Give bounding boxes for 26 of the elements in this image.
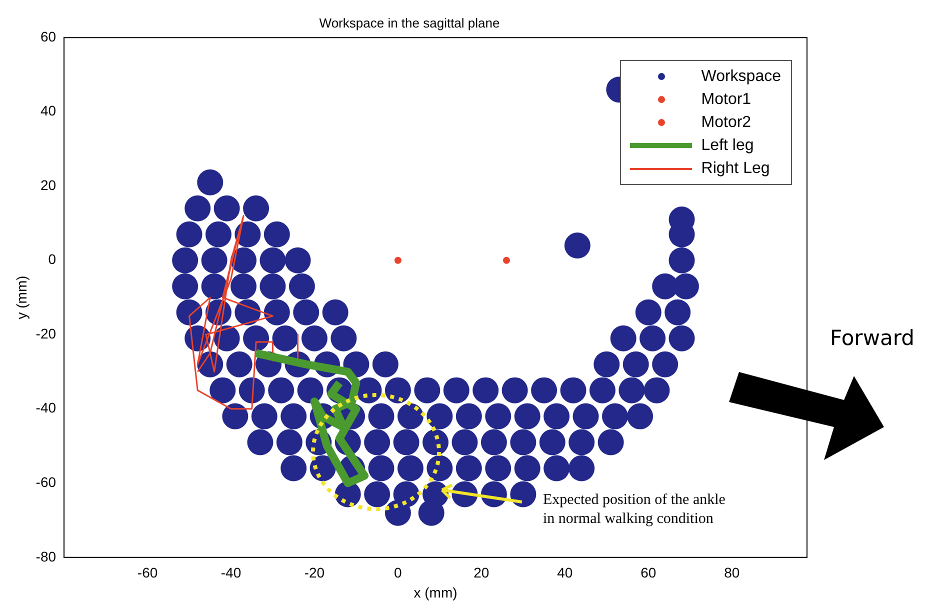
y-tick-label: 0 [48, 251, 56, 268]
legend-label: Motor2 [701, 114, 752, 132]
legend-label: Left leg [701, 136, 754, 154]
legend-label: Workspace [701, 68, 781, 86]
y-tick-label: 40 [40, 102, 56, 119]
y-tick-label: -60 [36, 474, 56, 490]
x-tick-label: 60 [640, 564, 656, 581]
x-tick-label: 0 [394, 564, 402, 581]
y-tick-label: -80 [36, 548, 56, 564]
y-tick-label: 20 [40, 176, 56, 193]
y-tick-label: 60 [40, 28, 56, 44]
y-tick-label: -40 [36, 400, 56, 416]
y-tick-label: -20 [36, 325, 56, 342]
x-axis-title: x (mm) [414, 584, 458, 600]
y-axis-title: y (mm) [13, 276, 30, 320]
x-tick-label: 20 [474, 564, 490, 581]
x-tick-label: 40 [557, 564, 573, 581]
x-tick-label: -20 [304, 564, 325, 581]
annotation: Expected position of the ankle in normal walking condition [543, 491, 726, 529]
legend-label: Right Leg [701, 160, 770, 178]
text: Forward [830, 326, 914, 350]
x-tick-label: -40 [220, 564, 242, 581]
x-tick-label: 80 [724, 564, 740, 581]
legend-label: Motor1 [701, 90, 752, 108]
chart-title: Workspace in the sagittal plane [319, 15, 500, 30]
x-tick-label: -60 [137, 564, 158, 581]
